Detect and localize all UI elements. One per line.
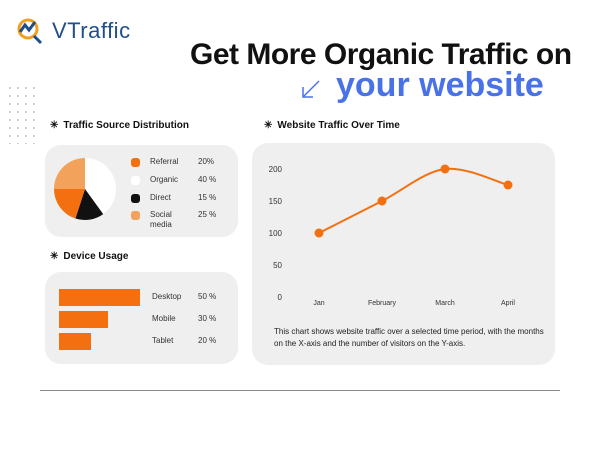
magnifier-chart-icon (17, 18, 43, 45)
legend-swatch (131, 211, 140, 220)
traffic-over-time-card: 0 50 100 150 200 Jan February March April This c… (252, 143, 555, 365)
y-tick-label: 0 (278, 293, 283, 302)
bar-desktop (59, 289, 140, 306)
brand-logo: VTraffic (14, 16, 131, 46)
legend-label: Referral (150, 157, 179, 166)
bar-value: 20 % (198, 336, 217, 345)
legend-value: 20% (198, 157, 215, 166)
pie-slice-referral (54, 189, 85, 219)
x-tick-label: Jan (313, 300, 324, 307)
legend-swatch (131, 158, 140, 167)
legend-label: Organic (150, 175, 179, 184)
legend-swatch (131, 194, 140, 203)
traffic-over-time-title: Website Traffic Over Time (277, 120, 400, 131)
traffic-line (318, 167, 509, 234)
sparkle-icon: ✳ (50, 251, 59, 262)
legend-value: 15 % (198, 193, 217, 202)
pie-slice-social-media (54, 158, 85, 189)
traffic-source-card: Referral 20% Organic 40 % Direct 15 % Social m… (45, 145, 238, 237)
legend-value: 40 % (198, 175, 217, 184)
arrow-down-left-icon (302, 80, 320, 98)
data-point-jan (314, 228, 324, 238)
y-tick-label: 200 (269, 165, 283, 174)
legend-label: Direct (150, 193, 171, 202)
sparkle-icon: ✳ (264, 120, 273, 131)
legend-label: Social media (150, 210, 172, 229)
x-tick-label: February (368, 300, 397, 307)
bar-label: Tablet (152, 336, 174, 345)
data-point-april (503, 180, 513, 190)
line-chart: 0 50 100 150 200 Jan February March April (269, 164, 515, 307)
pie-chart (54, 158, 116, 220)
data-point-march (440, 164, 450, 174)
y-tick-label: 50 (273, 261, 282, 270)
divider (40, 390, 560, 391)
device-usage-heading: ✳ Device Usage (50, 251, 128, 262)
legend-value: 25 % (198, 210, 217, 219)
traffic-source-heading: ✳ Traffic Source Distribution (50, 120, 189, 131)
data-point-february (377, 196, 387, 206)
traffic-over-time-heading: ✳ Website Traffic Over Time (264, 120, 400, 131)
x-tick-label: March (435, 300, 455, 307)
decorative-dot-grid (6, 84, 36, 144)
sparkle-icon: ✳ (50, 120, 59, 131)
headline-line-1: Get More Organic Traffic on (190, 38, 572, 71)
bar-label: Desktop (152, 292, 182, 301)
device-usage-card: Desktop 50 % Mobile 30 % Tablet 20 % (45, 272, 238, 364)
pie-slice-organic (85, 158, 116, 215)
bar-value: 30 % (198, 314, 217, 323)
bar-label: Mobile (152, 314, 176, 323)
y-tick-label: 100 (269, 229, 283, 238)
x-tick-label: April (501, 300, 515, 307)
pie-slice-direct (75, 189, 104, 220)
device-usage-title: Device Usage (63, 251, 129, 262)
headline-line-2: your website (336, 66, 544, 104)
y-tick-label: 150 (269, 197, 283, 206)
legend-swatch (131, 176, 140, 185)
brand-name: VTraffic (52, 18, 131, 43)
traffic-source-title: Traffic Source Distribution (63, 120, 189, 131)
bar-value: 50 % (198, 292, 217, 301)
chart-description: This chart shows website traffic over a … (274, 327, 544, 348)
bar-tablet (59, 333, 92, 350)
bar-mobile (59, 311, 108, 328)
